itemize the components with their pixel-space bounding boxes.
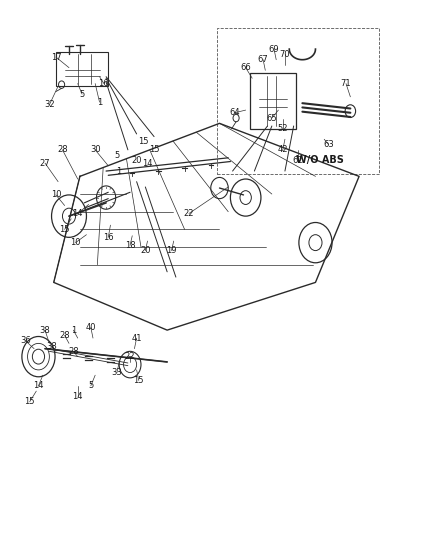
Text: 1: 1 xyxy=(97,98,102,107)
Text: 17: 17 xyxy=(50,53,61,62)
Text: 66: 66 xyxy=(240,63,251,72)
Text: 10: 10 xyxy=(50,190,61,199)
Text: 41: 41 xyxy=(131,334,141,343)
Text: 10: 10 xyxy=(70,238,81,247)
Text: 52: 52 xyxy=(277,124,287,133)
Text: 63: 63 xyxy=(322,140,333,149)
Text: 22: 22 xyxy=(124,352,135,361)
Text: 16: 16 xyxy=(103,233,113,242)
Text: W/O ABS: W/O ABS xyxy=(295,156,343,165)
Text: 15: 15 xyxy=(25,397,35,406)
Text: 19: 19 xyxy=(166,246,177,255)
Text: 36: 36 xyxy=(20,336,31,345)
Text: 71: 71 xyxy=(340,79,350,88)
Text: 20: 20 xyxy=(131,156,141,165)
Text: 14: 14 xyxy=(72,392,83,401)
Text: 38: 38 xyxy=(39,326,50,335)
Text: 16: 16 xyxy=(99,79,109,88)
Text: 30: 30 xyxy=(90,146,100,155)
Text: 62: 62 xyxy=(292,156,303,165)
Text: 22: 22 xyxy=(183,209,194,218)
Text: 28: 28 xyxy=(59,331,70,340)
Text: 38: 38 xyxy=(46,342,57,351)
Text: 14: 14 xyxy=(142,159,152,167)
Text: 15: 15 xyxy=(59,225,70,234)
Text: 69: 69 xyxy=(268,45,279,54)
Text: 64: 64 xyxy=(229,108,240,117)
Text: 5: 5 xyxy=(114,151,119,160)
Text: 15: 15 xyxy=(138,138,148,147)
Text: 28: 28 xyxy=(57,146,67,155)
Text: 15: 15 xyxy=(133,376,144,385)
Text: 33: 33 xyxy=(111,368,122,377)
Text: 27: 27 xyxy=(39,159,50,167)
Text: 5: 5 xyxy=(88,381,93,390)
Text: 20: 20 xyxy=(140,246,150,255)
Text: 70: 70 xyxy=(279,50,290,59)
Text: 5: 5 xyxy=(79,90,85,99)
Text: 14: 14 xyxy=(33,381,44,390)
Text: 40: 40 xyxy=(85,323,96,332)
Text: 28: 28 xyxy=(68,347,78,356)
Text: 32: 32 xyxy=(44,100,55,109)
Text: 42: 42 xyxy=(277,146,287,155)
Text: 65: 65 xyxy=(266,114,276,123)
Text: 1: 1 xyxy=(71,326,76,335)
Text: 14: 14 xyxy=(72,209,83,218)
Text: 15: 15 xyxy=(148,146,159,155)
Text: 18: 18 xyxy=(124,241,135,250)
Text: 67: 67 xyxy=(257,55,268,64)
Text: 1: 1 xyxy=(116,166,121,175)
